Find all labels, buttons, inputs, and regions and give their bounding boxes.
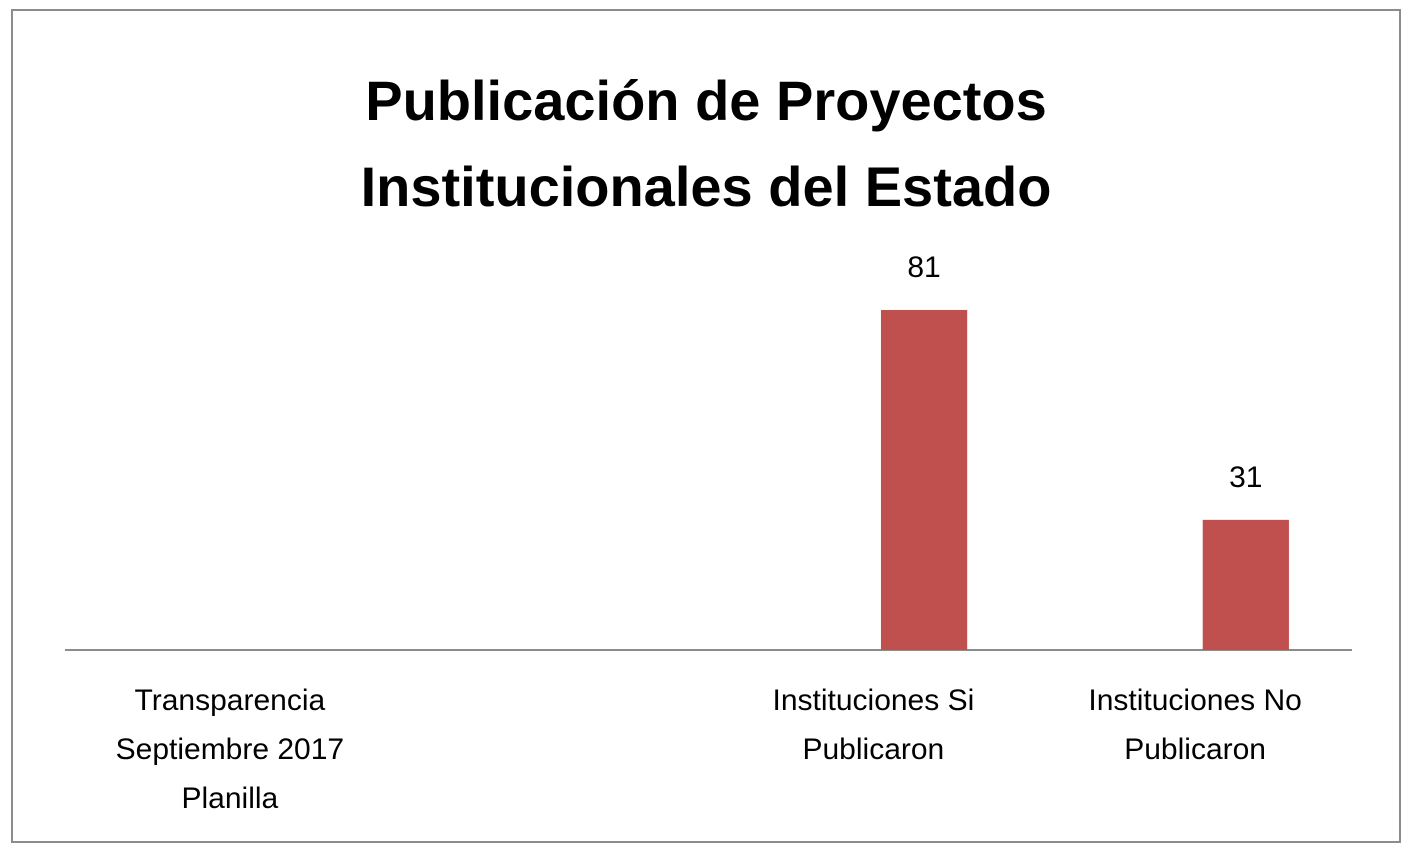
value-label: 81 (907, 250, 941, 284)
bar (1202, 519, 1289, 650)
x-tick-label: Instituciones No Publicaron (1088, 684, 1302, 766)
x-tick-label: Instituciones Si Publicaron (772, 684, 975, 766)
bar (880, 309, 968, 650)
x-tick-label: Transparencia Septiembre 2017 Planilla (115, 684, 345, 815)
value-label: 31 (1229, 460, 1263, 494)
chart-border (11, 9, 1401, 843)
chart-title: Publicación de Proyectos Institucionales… (360, 69, 1052, 218)
